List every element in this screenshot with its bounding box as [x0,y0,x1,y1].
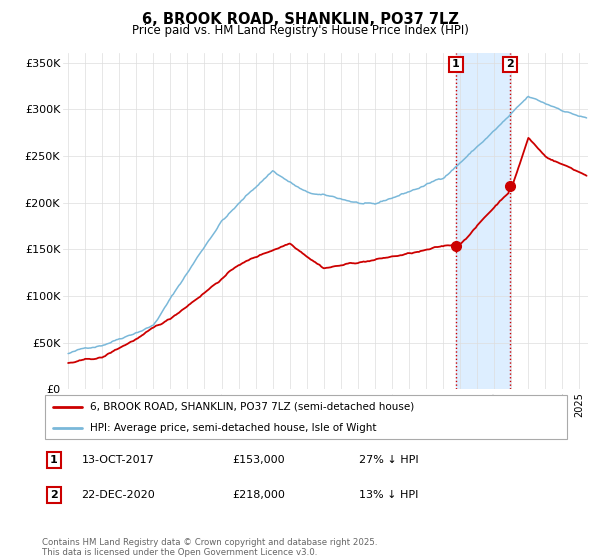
Bar [456,53,510,389]
Text: 6, BROOK ROAD, SHANKLIN, PO37 7LZ (semi-detached house): 6, BROOK ROAD, SHANKLIN, PO37 7LZ (semi-… [89,402,414,412]
Text: 22-DEC-2020: 22-DEC-2020 [82,490,155,500]
FancyBboxPatch shape [44,395,568,438]
Text: 13-OCT-2017: 13-OCT-2017 [82,455,154,465]
Text: 13% ↓ HPI: 13% ↓ HPI [359,490,418,500]
Text: 27% ↓ HPI: 27% ↓ HPI [359,455,418,465]
Text: 6, BROOK ROAD, SHANKLIN, PO37 7LZ: 6, BROOK ROAD, SHANKLIN, PO37 7LZ [142,12,458,27]
Text: Contains HM Land Registry data © Crown copyright and database right 2025.
This d: Contains HM Land Registry data © Crown c… [42,538,377,557]
Text: 2: 2 [50,490,58,500]
Text: Price paid vs. HM Land Registry's House Price Index (HPI): Price paid vs. HM Land Registry's House … [131,24,469,36]
Text: £218,000: £218,000 [232,490,285,500]
Text: 2: 2 [506,59,514,69]
Text: HPI: Average price, semi-detached house, Isle of Wight: HPI: Average price, semi-detached house,… [89,423,376,433]
Text: 1: 1 [50,455,58,465]
Text: 1: 1 [452,59,460,69]
Text: £153,000: £153,000 [232,455,285,465]
